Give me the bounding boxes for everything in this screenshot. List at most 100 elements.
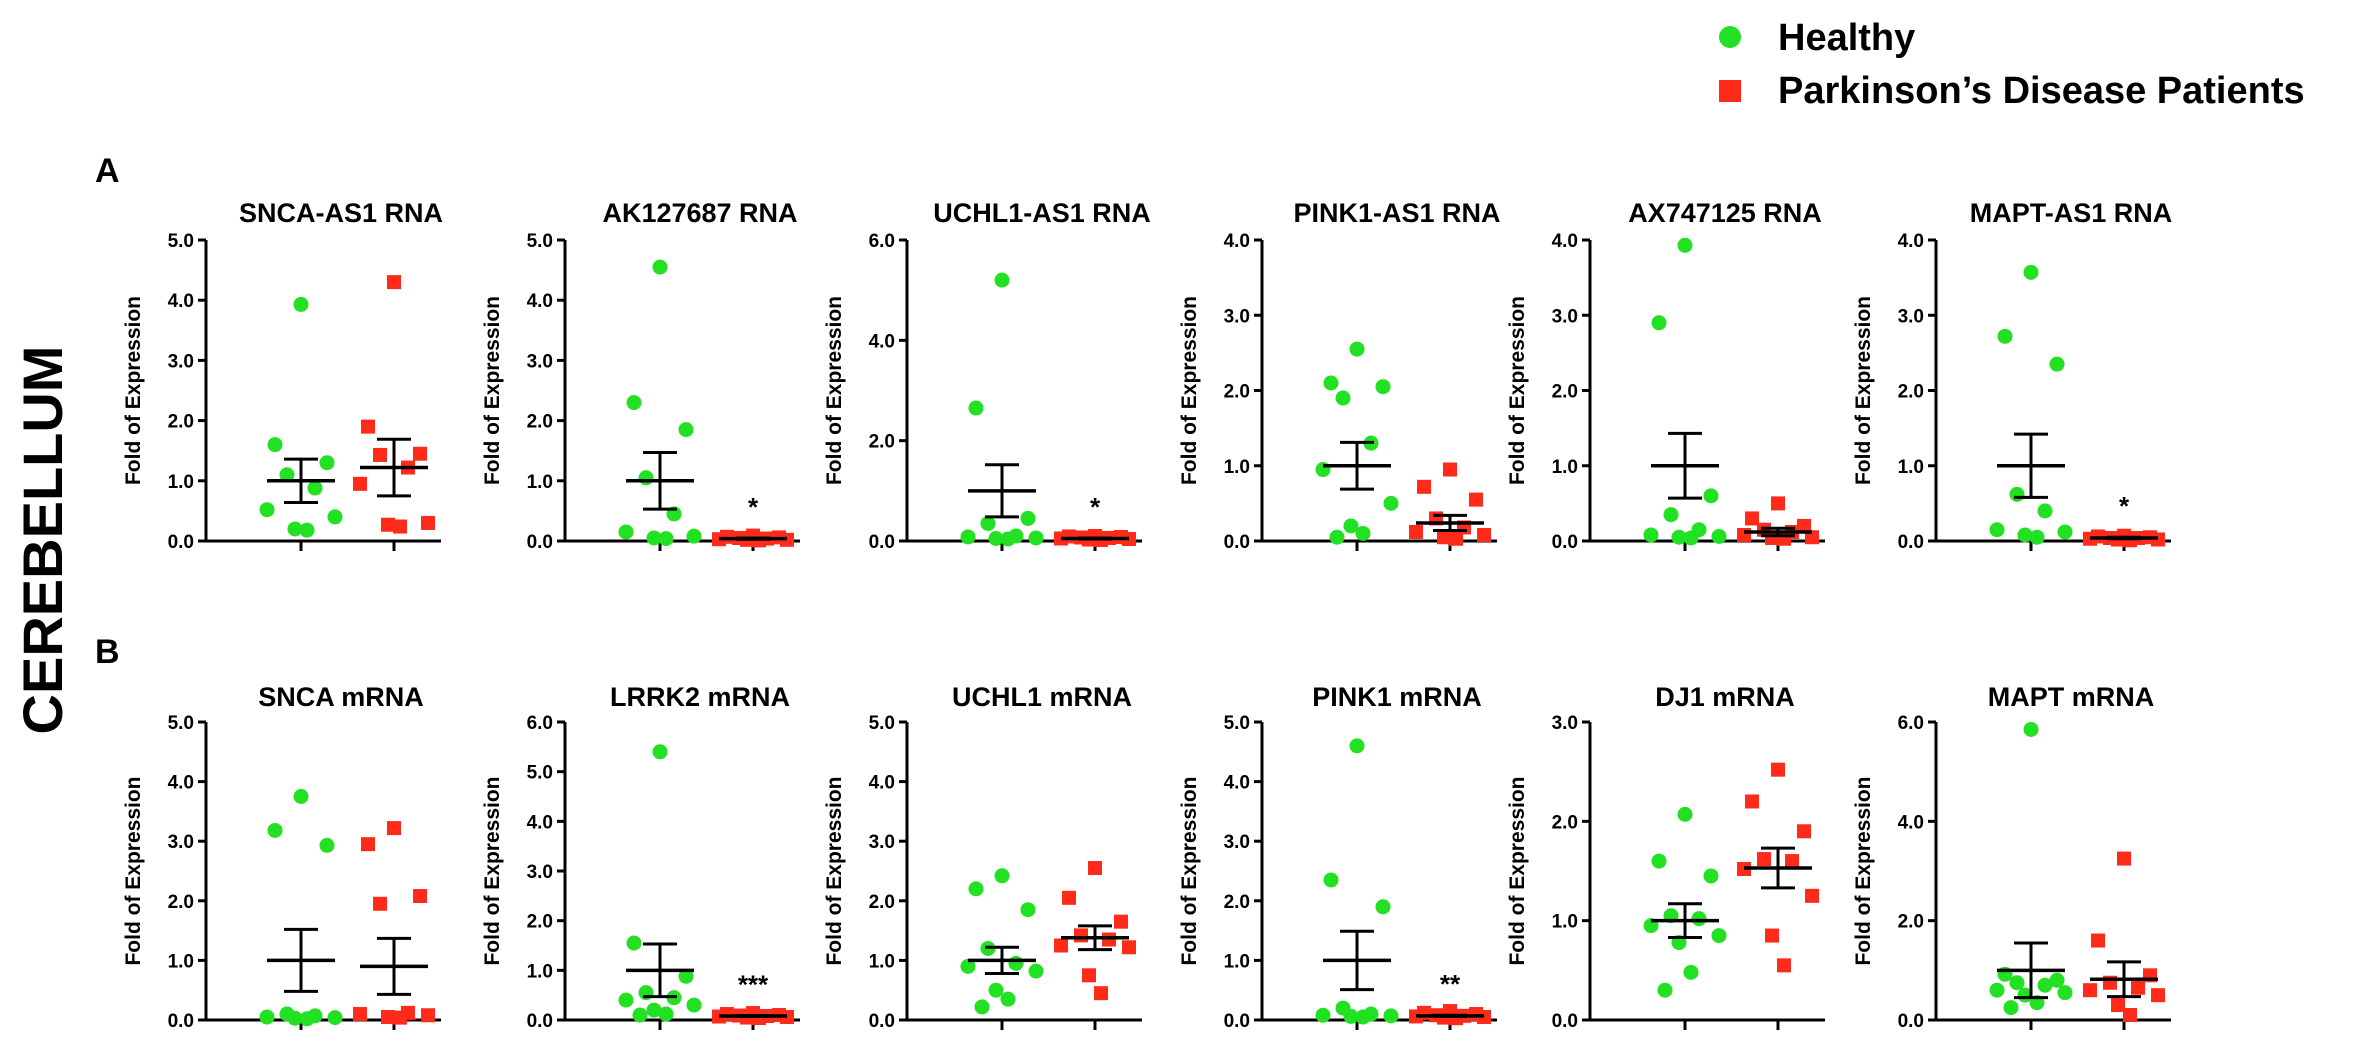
region-label: CEREBELLUM — [11, 346, 74, 735]
y-tick-label: 6.0 — [527, 713, 553, 734]
y-tick-label: 1.0 — [869, 951, 895, 972]
chart-title: MAPT mRNA — [1988, 682, 2155, 712]
y-axis-label: Fold of Expression — [1178, 296, 1201, 485]
y-tick-label: 4.0 — [527, 291, 553, 312]
chart-mapt-mrna: MAPT mRNA Fold of Expression 0.0 2.0 4.0 6.0 — [1852, 682, 2171, 1032]
y-axis-label: Fold of Expression — [1852, 296, 1875, 485]
chart-title: PINK1-AS1 RNA — [1293, 198, 1500, 228]
healthy-point — [299, 1011, 315, 1027]
y-tick-label: 5.0 — [1224, 713, 1250, 734]
chart-title: AK127687 RNA — [602, 198, 797, 228]
pd-point — [1082, 968, 1096, 983]
healthy-point — [658, 1006, 674, 1022]
pd-point — [2083, 983, 2097, 998]
healthy-point — [1711, 528, 1727, 544]
healthy-point — [626, 935, 642, 951]
pd-point — [1122, 940, 1136, 955]
y-axis-label: Fold of Expression — [1506, 296, 1529, 485]
healthy-point — [307, 480, 323, 496]
y-tick-label: 0.0 — [1552, 532, 1578, 553]
pd-point — [1797, 518, 1811, 533]
healthy-point — [638, 470, 654, 486]
y-axis-label: Fold of Expression — [481, 296, 504, 485]
y-tick-label: 0.0 — [168, 1011, 194, 1032]
healthy-point — [1343, 1008, 1359, 1024]
healthy-point — [293, 789, 309, 804]
y-tick-label: 0.0 — [1224, 1011, 1250, 1032]
y-tick-label: 2.0 — [168, 412, 194, 433]
healthy-point — [1383, 1008, 1399, 1024]
y-tick-label: 1.0 — [1898, 457, 1924, 478]
y-axis-label: Fold of Expression — [1852, 776, 1875, 965]
healthy-point — [988, 982, 1004, 998]
pd-point — [1094, 986, 1108, 1001]
pd-point — [2123, 1008, 2137, 1023]
y-tick-label: 0.0 — [527, 1011, 553, 1032]
healthy-point — [974, 999, 990, 1015]
chart-ax747125-rna: AX747125 RNA Fold of Expression 0.0 1.0 2.0 3… — [1506, 198, 1825, 553]
healthy-point — [994, 272, 1010, 288]
healthy-point — [1663, 507, 1679, 523]
y-tick-label: 4.0 — [869, 773, 895, 794]
pd-point — [361, 419, 375, 434]
healthy-point — [678, 968, 694, 984]
healthy-point — [327, 509, 343, 525]
chart-title: SNCA mRNA — [258, 682, 424, 712]
y-tick-label: 4.0 — [869, 331, 895, 352]
y-axis-label: Fold of Expression — [823, 296, 846, 485]
y-tick-label: 2.0 — [1552, 382, 1578, 403]
pd-point — [1054, 938, 1068, 953]
pd-point — [1785, 854, 1799, 869]
healthy-point — [1028, 963, 1044, 979]
chart-uchl1-mrna: UCHL1 mRNA Fold of Expression 0.0 1.0 2.0 3.0… — [823, 682, 1142, 1032]
y-tick-label: 4.0 — [1224, 231, 1250, 252]
significance-marker: ** — [1440, 969, 1461, 999]
plots-group: SNCA-AS1 RNA Fold of Expression 0.0 1.0 2.0 3… — [122, 198, 2172, 1032]
healthy-point — [1711, 928, 1727, 944]
pd-point — [393, 519, 407, 534]
pd-point — [421, 515, 435, 530]
pd-point — [2117, 851, 2131, 866]
legend: Healthy Parkinson’s Disease Patients — [1719, 17, 2305, 112]
y-tick-label: 1.0 — [527, 961, 553, 982]
y-tick-label: 5.0 — [869, 713, 895, 734]
pd-point — [1477, 527, 1491, 542]
y-tick-label: 3.0 — [1224, 306, 1250, 327]
pd-point — [2131, 980, 2145, 995]
y-tick-label: 3.0 — [168, 832, 194, 853]
healthy-point — [319, 837, 335, 853]
y-tick-label: 4.0 — [1552, 231, 1578, 252]
pd-point — [1765, 928, 1779, 943]
chart-lrrk2-mrna: LRRK2 mRNA Fold of Expression 0.0 1.0 2.0 3.0… — [481, 682, 800, 1032]
healthy-point — [1349, 738, 1365, 754]
healthy-point — [1989, 522, 2005, 538]
healthy-point — [1691, 911, 1707, 927]
healthy-point — [658, 531, 674, 547]
healthy-point — [1020, 510, 1036, 526]
pd-point — [2151, 988, 2165, 1003]
significance-marker: * — [2119, 491, 2130, 521]
y-axis-label: Fold of Expression — [823, 776, 846, 965]
y-tick-label: 3.0 — [1224, 832, 1250, 853]
healthy-point — [994, 868, 1010, 884]
significance-marker: *** — [738, 970, 769, 1000]
y-tick-label: 0.0 — [1898, 1011, 1924, 1032]
healthy-point — [618, 992, 634, 1008]
healthy-point — [2049, 972, 2065, 988]
healthy-point — [1677, 237, 1693, 253]
y-tick-label: 5.0 — [527, 763, 553, 784]
chart-dj1-mrna: DJ1 mRNA Fold of Expression 0.0 1.0 2.0 3.0 — [1506, 682, 1825, 1032]
healthy-point — [1323, 872, 1339, 888]
pd-point — [1102, 932, 1116, 947]
significance-marker: * — [1090, 492, 1101, 522]
healthy-point — [287, 521, 303, 537]
healthy-point — [259, 1009, 275, 1025]
chart-title: UCHL1 mRNA — [952, 682, 1132, 712]
pd-point — [353, 476, 367, 491]
pd-point — [1777, 958, 1791, 973]
healthy-point — [1677, 806, 1693, 822]
y-tick-label: 2.0 — [1224, 382, 1250, 403]
healthy-point — [2037, 503, 2053, 519]
healthy-point — [1703, 868, 1719, 884]
y-tick-label: 4.0 — [1898, 812, 1924, 833]
